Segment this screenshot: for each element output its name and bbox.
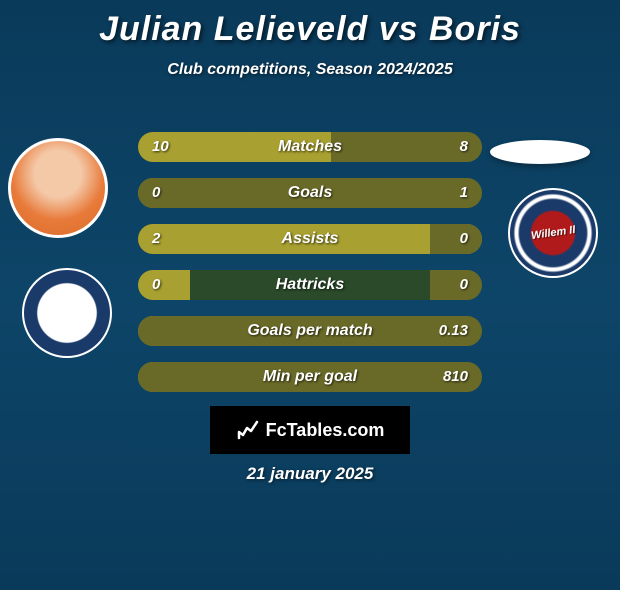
stat-row: 810Min per goal — [138, 362, 482, 392]
stat-row: 01Goals — [138, 178, 482, 208]
footer-brand-text: FcTables.com — [266, 420, 385, 441]
stat-row: 108Matches — [138, 132, 482, 162]
player-right-avatar-shadow — [490, 140, 590, 164]
page-title: Julian Lelieveld vs Boris — [0, 10, 620, 49]
bar-label: Goals per match — [138, 316, 482, 346]
chart-icon — [236, 418, 260, 442]
bar-label: Goals — [138, 178, 482, 208]
footer-brand-box: FcTables.com — [210, 406, 410, 454]
bar-label: Assists — [138, 224, 482, 254]
date-text: 21 january 2025 — [0, 464, 620, 484]
stat-row: 00Hattricks — [138, 270, 482, 300]
bar-label: Hattricks — [138, 270, 482, 300]
stats-bars-container: 108Matches 01Goals 20Assists 00Hattricks 0.1… — [138, 132, 482, 408]
bar-label: Min per goal — [138, 362, 482, 392]
player-left-club-logo — [22, 268, 112, 358]
logo-right-text: Willem II — [530, 224, 576, 242]
stat-row: 20Assists — [138, 224, 482, 254]
player-right-club-logo: Willem II — [508, 188, 598, 278]
subtitle: Club competitions, Season 2024/2025 — [0, 61, 620, 79]
player-left-avatar — [8, 138, 108, 238]
bar-label: Matches — [138, 132, 482, 162]
stat-row: 0.13Goals per match — [138, 316, 482, 346]
